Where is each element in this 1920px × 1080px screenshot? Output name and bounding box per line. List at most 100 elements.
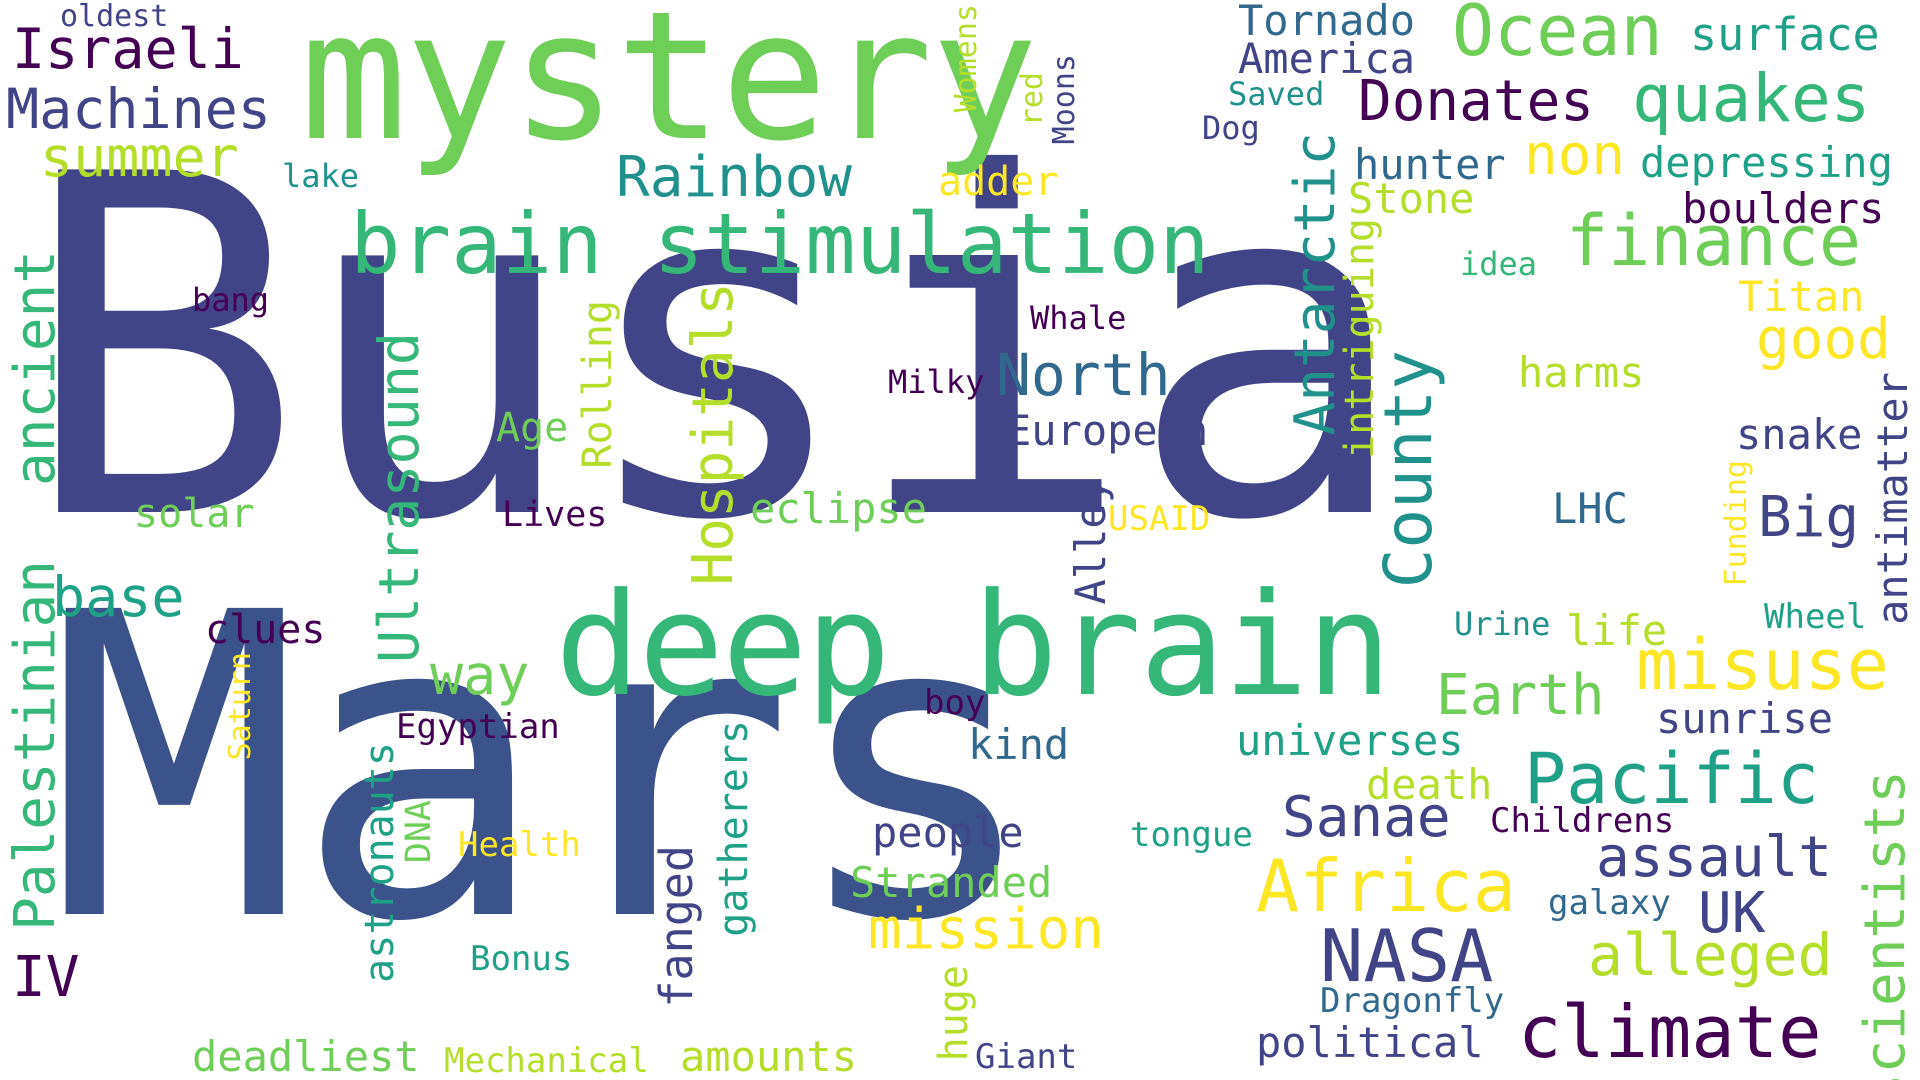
word-gatherers: gatherers [711,720,757,937]
word-amounts: amounts [680,1032,858,1080]
word-summer: summer [40,125,239,189]
word-funding: Funding [1719,460,1754,587]
word-health: Health [458,825,581,865]
word-depressing: depressing [1640,138,1893,187]
word-stone: Stone [1348,174,1475,223]
word-dragonfly: Dragonfly [1320,981,1505,1021]
word-lake: lake [282,157,360,195]
word-age: Age [496,405,569,451]
word-stranded: Stranded [850,858,1053,907]
word-big: Big [1758,485,1860,550]
word-sanae: Sanae [1282,785,1451,850]
word-bang: bang [192,281,270,319]
word-death: death [1366,760,1493,809]
word-european: European [1006,406,1209,455]
word-ultrasound: Ultrasound [367,332,431,664]
word-hospitals: Hospitals [681,282,746,586]
word-astronauts: astronauts [357,742,403,983]
word-tornado: Tornado [1238,0,1416,45]
word-deadliest: deadliest [192,1032,420,1080]
word-titan: Titan [1738,272,1865,321]
word-harms: harms [1518,348,1645,397]
word-snake: snake [1736,410,1863,459]
word-quakes: quakes [1632,60,1871,137]
word-people: people [872,808,1024,857]
word-machines: Machines [6,77,271,141]
word-misuse: misuse [1636,624,1889,706]
word-red: red [1015,72,1050,127]
word-dna: DNA [399,800,439,864]
word-deep-brain: deep brain [555,563,1392,728]
word-political: political [1256,1018,1484,1067]
word-childrens: Childrens [1490,801,1675,841]
word-iv: IV [12,945,80,1010]
word-bonus: Bonus [470,939,573,979]
word-north: North [996,341,1171,409]
word-earth: Earth [1436,663,1605,728]
word-nasa: NASA [1320,914,1494,998]
word-eclipse: eclipse [750,484,928,533]
word-clues: clues [205,607,326,653]
word-sunrise: sunrise [1656,694,1834,743]
word-mystery: mystery [300,0,1038,180]
word-surface: surface [1690,8,1880,61]
word-lives: Lives [502,495,608,535]
word-alley: Alley [1066,478,1115,605]
word-good: good [1756,307,1891,372]
word-rainbow: Rainbow [616,145,853,210]
word-uk: UK [1698,881,1766,946]
word-idea: idea [1460,245,1538,283]
word-antimatter: antimatter [1868,372,1917,625]
word-finance: finance [1566,200,1862,282]
word-saturn: Saturn [223,652,258,761]
word-donates: Donates [1358,69,1595,134]
word-hunter: hunter [1354,140,1506,189]
word-tongue: tongue [1130,815,1253,855]
word-life: life [1566,606,1668,655]
word-pacific: Pacific [1524,738,1820,820]
word-solar: solar [134,491,255,537]
word-saved: Saved [1228,75,1325,113]
word-busia: Busia [20,76,1411,623]
word-usaid: USAID [1108,499,1211,539]
word-county: County [1370,350,1447,589]
word-base: base [52,565,185,629]
word-boy: boy [924,683,986,723]
word-brain-stimulation: brain stimulation [350,195,1210,293]
word-wheel: Wheel [1764,597,1867,637]
word-israeli: Israeli [12,17,244,81]
word-rolling: Rolling [575,300,621,469]
word-oldest: oldest [60,0,169,34]
word-antarctic: Antarctic [1283,132,1348,436]
word-womens: Womens [949,4,984,113]
word-ocean: Ocean [1452,0,1663,72]
word-way: way [430,643,530,707]
word-universes: universes [1236,716,1464,765]
word-adder: adder [938,159,1059,205]
word-mechanical: Mechanical [444,1041,649,1080]
word-assault: assault [1596,825,1833,890]
word-giant: Giant [975,1037,1078,1077]
word-non: non [1524,123,1626,188]
word-lhc: LHC [1552,484,1628,533]
word-dog: Dog [1202,109,1260,147]
word-moons: Moons [1047,54,1082,145]
word-galaxy: galaxy [1548,883,1671,923]
word-climate: climate [1518,990,1822,1074]
word-boulders: boulders [1682,184,1885,233]
word-america: America [1238,34,1416,83]
word-egyptian: Egyptian [396,707,560,747]
word-whale: Whale [1030,299,1127,337]
word-fanged: fanged [650,845,703,1008]
word-kind: kind [968,720,1070,769]
word-scientists: scientists [1853,770,1918,1080]
word-ancient: ancient [3,250,68,487]
word-milky: Milky [888,363,985,401]
word-africa: Africa [1256,844,1517,928]
word-mars: Mars [48,525,1041,1014]
word-urine: Urine [1454,605,1551,643]
word-alleged: alleged [1588,921,1833,989]
word-huge: huge [931,965,977,1062]
word-mission: mission [868,897,1105,962]
